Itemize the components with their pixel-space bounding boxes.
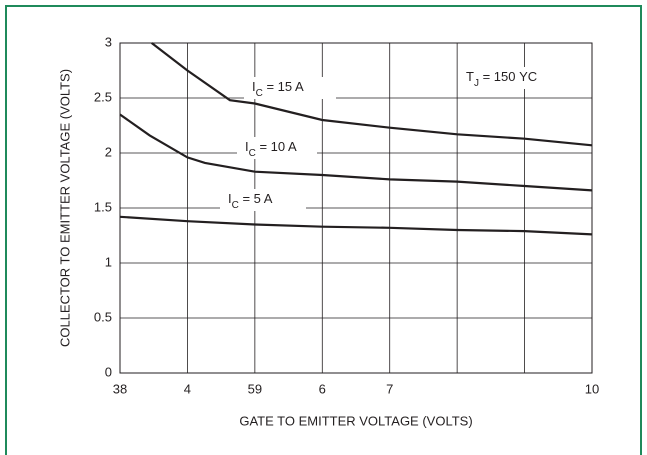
- annotation-sub: C: [232, 200, 239, 211]
- label-background: [458, 67, 553, 89]
- x-tick-label: 10: [585, 381, 599, 396]
- annotation-rest: = 5 A: [239, 191, 273, 206]
- y-tick-label: 0.5: [94, 309, 112, 324]
- annotation-sub: C: [249, 148, 256, 159]
- y-tick-label: 1: [105, 254, 112, 269]
- label-background: [237, 137, 317, 159]
- annotation: IC = 15 A: [252, 79, 304, 98]
- annotation-sub: C: [256, 88, 263, 99]
- x-tick-label: 6: [319, 381, 326, 396]
- y-axis-title: COLLECTOR TO EMITTER VOLTAGE (VOLTS): [57, 69, 72, 347]
- annotation-rest: = 15 A: [263, 79, 304, 94]
- curve: [151, 42, 593, 147]
- label-background: [220, 189, 306, 211]
- annotation-main: I: [252, 79, 256, 94]
- x-tick-label: 59: [248, 381, 262, 396]
- x-tick-label: 7: [386, 381, 393, 396]
- label-background: [244, 77, 336, 99]
- y-tick-label: 1.5: [94, 199, 112, 214]
- x-tick-label: 38: [113, 381, 127, 396]
- y-tick-label: 2.5: [94, 89, 112, 104]
- annotation-rest: = 150 ΥC: [479, 69, 537, 84]
- curve: [119, 113, 593, 192]
- annotation-main: T: [466, 69, 474, 84]
- annotation: TJ = 150 ΥC: [466, 69, 537, 88]
- y-tick-label: 0: [105, 364, 112, 379]
- annotation: IC = 10 A: [245, 139, 297, 158]
- x-tick-label: 4: [184, 381, 191, 396]
- curve: [119, 215, 593, 236]
- annotation-main: I: [228, 191, 232, 206]
- y-tick-label: 3: [105, 34, 112, 49]
- frame: [5, 5, 642, 455]
- annotation: IC = 5 A: [228, 191, 273, 210]
- x-axis-title: GATE TO EMITTER VOLTAGE (VOLTS): [239, 413, 472, 428]
- y-tick-label: 2: [105, 144, 112, 159]
- annotation-sub: J: [474, 78, 479, 89]
- annotation-rest: = 10 A: [256, 139, 297, 154]
- annotation-main: I: [245, 139, 249, 154]
